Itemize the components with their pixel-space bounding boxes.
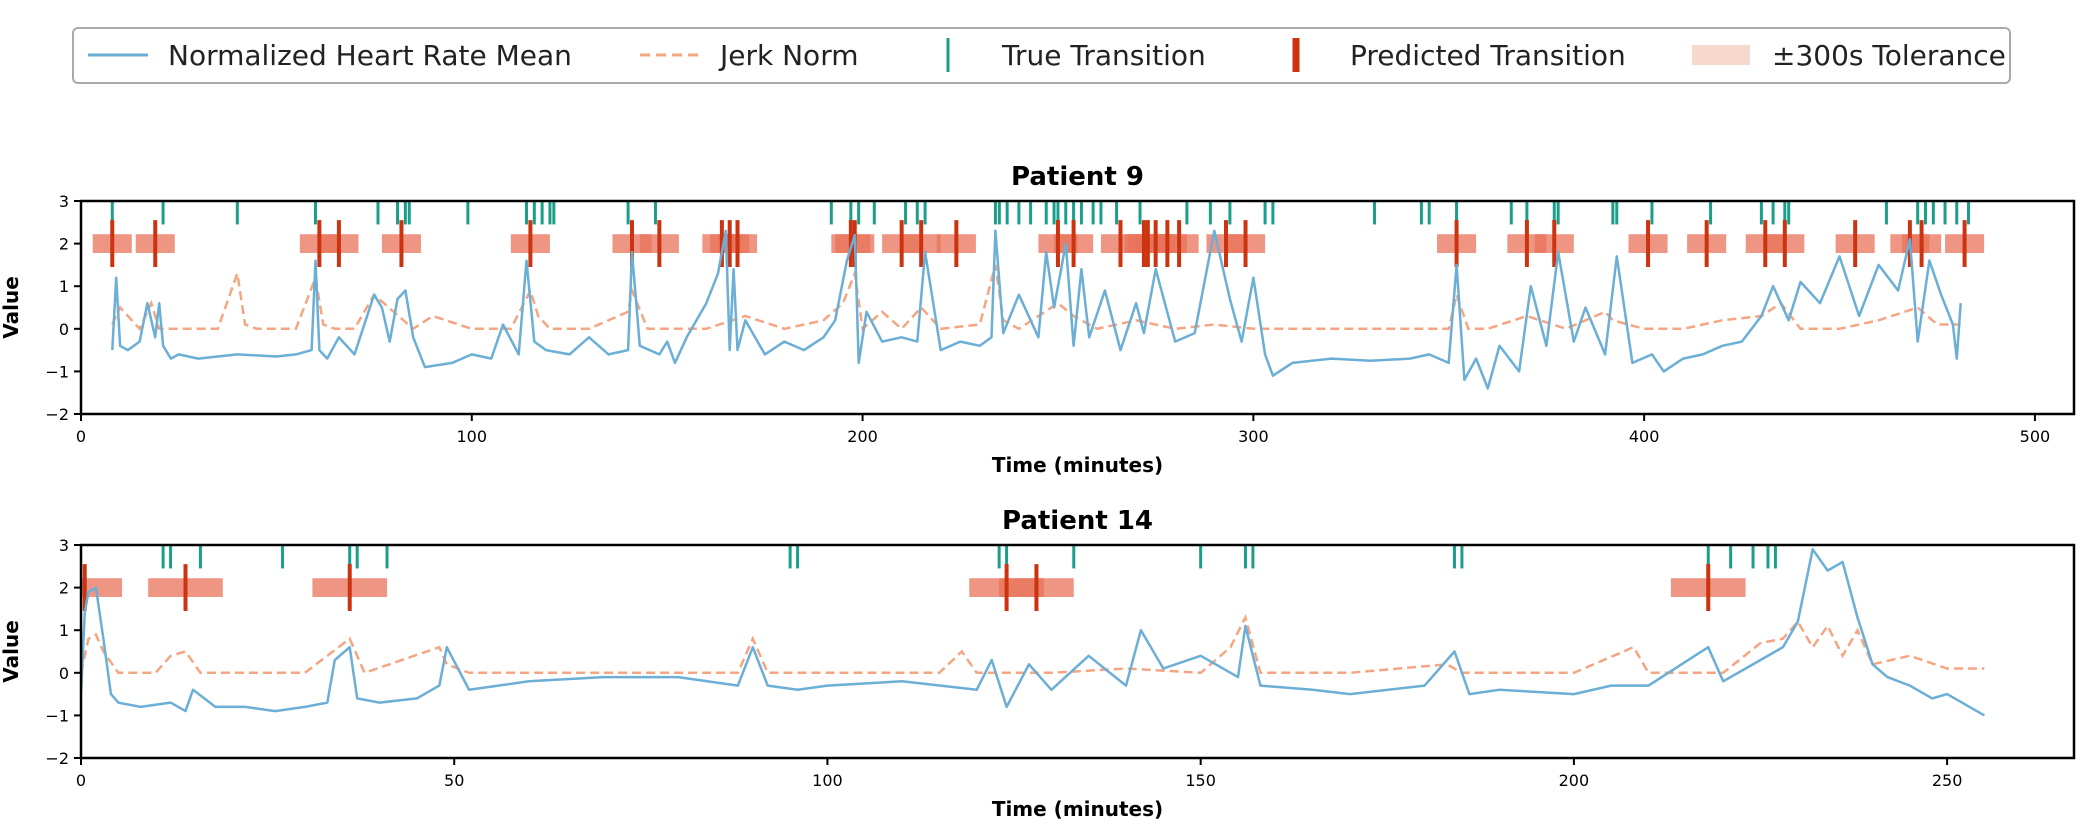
y-tick-label: 2	[59, 235, 69, 254]
tolerance-band	[81, 578, 123, 597]
x-tick-label: 0	[76, 771, 86, 790]
panel-patient-14: Patient 14 −2 −1 0 1 2 3 0 50 100 150 200 250 Time (m…	[0, 506, 2076, 821]
y-tick-label: 1	[59, 277, 69, 296]
legend-label: Predicted Transition	[1350, 39, 1626, 72]
heart-rate-series	[81, 548, 1986, 717]
jerk-norm-series	[111, 264, 1961, 332]
x-tick-label: 400	[1629, 427, 1660, 446]
legend: Normalized Heart Rate Mean Jerk Norm True …	[72, 27, 2011, 84]
x-tick-label: 200	[1559, 771, 1590, 790]
panel-patient-9: Patient 9 −2 −1 0 1 2 3 0 100 200 300 400 500 Time (m…	[0, 162, 2076, 477]
legend-label: ±300s Tolerance	[1772, 39, 2006, 72]
legend-frame	[72, 27, 2011, 84]
x-tick-label: 500	[2020, 427, 2051, 446]
x-tick-label: 50	[444, 771, 464, 790]
jerk-norm-series	[81, 613, 1985, 675]
y-tick-label: 3	[59, 192, 69, 211]
x-tick-label: 150	[1185, 771, 1216, 790]
x-tick-label: 100	[812, 771, 843, 790]
x-tick-label: 0	[76, 427, 86, 446]
y-tick-label: 0	[59, 320, 69, 339]
y-tick-label: 2	[59, 579, 69, 598]
panel-title: Patient 14	[1002, 506, 1153, 536]
heart-rate-series	[111, 229, 1962, 390]
y-tick-label: 1	[59, 621, 69, 640]
y-axis-label: Value	[0, 276, 23, 339]
x-axis-label: Time (minutes)	[992, 453, 1163, 477]
y-tick-label: −1	[45, 706, 69, 725]
plot-frame	[79, 199, 2076, 416]
x-tick-label: 200	[847, 427, 878, 446]
legend-label: Jerk Norm	[718, 39, 858, 72]
y-tick-label: −2	[45, 749, 69, 768]
plot-area	[92, 201, 1985, 390]
x-tick-label: 300	[1238, 427, 1269, 446]
x-tick-label: 250	[1932, 771, 1963, 790]
legend-label: True Transition	[1001, 39, 1206, 72]
plot-area	[81, 545, 1986, 717]
y-tick-label: −1	[45, 362, 69, 381]
y-tick-label: −2	[45, 405, 69, 424]
legend-label: Normalized Heart Rate Mean	[168, 39, 572, 72]
x-axis-label: Time (minutes)	[992, 797, 1163, 821]
y-axis-label: Value	[0, 620, 23, 683]
y-tick-label: 0	[59, 664, 69, 683]
plot-frame	[79, 543, 2076, 760]
x-tick-label: 100	[457, 427, 488, 446]
legend-swatch-tolerance	[1692, 45, 1750, 65]
y-tick-label: 3	[59, 536, 69, 555]
panel-title: Patient 9	[1011, 162, 1144, 192]
